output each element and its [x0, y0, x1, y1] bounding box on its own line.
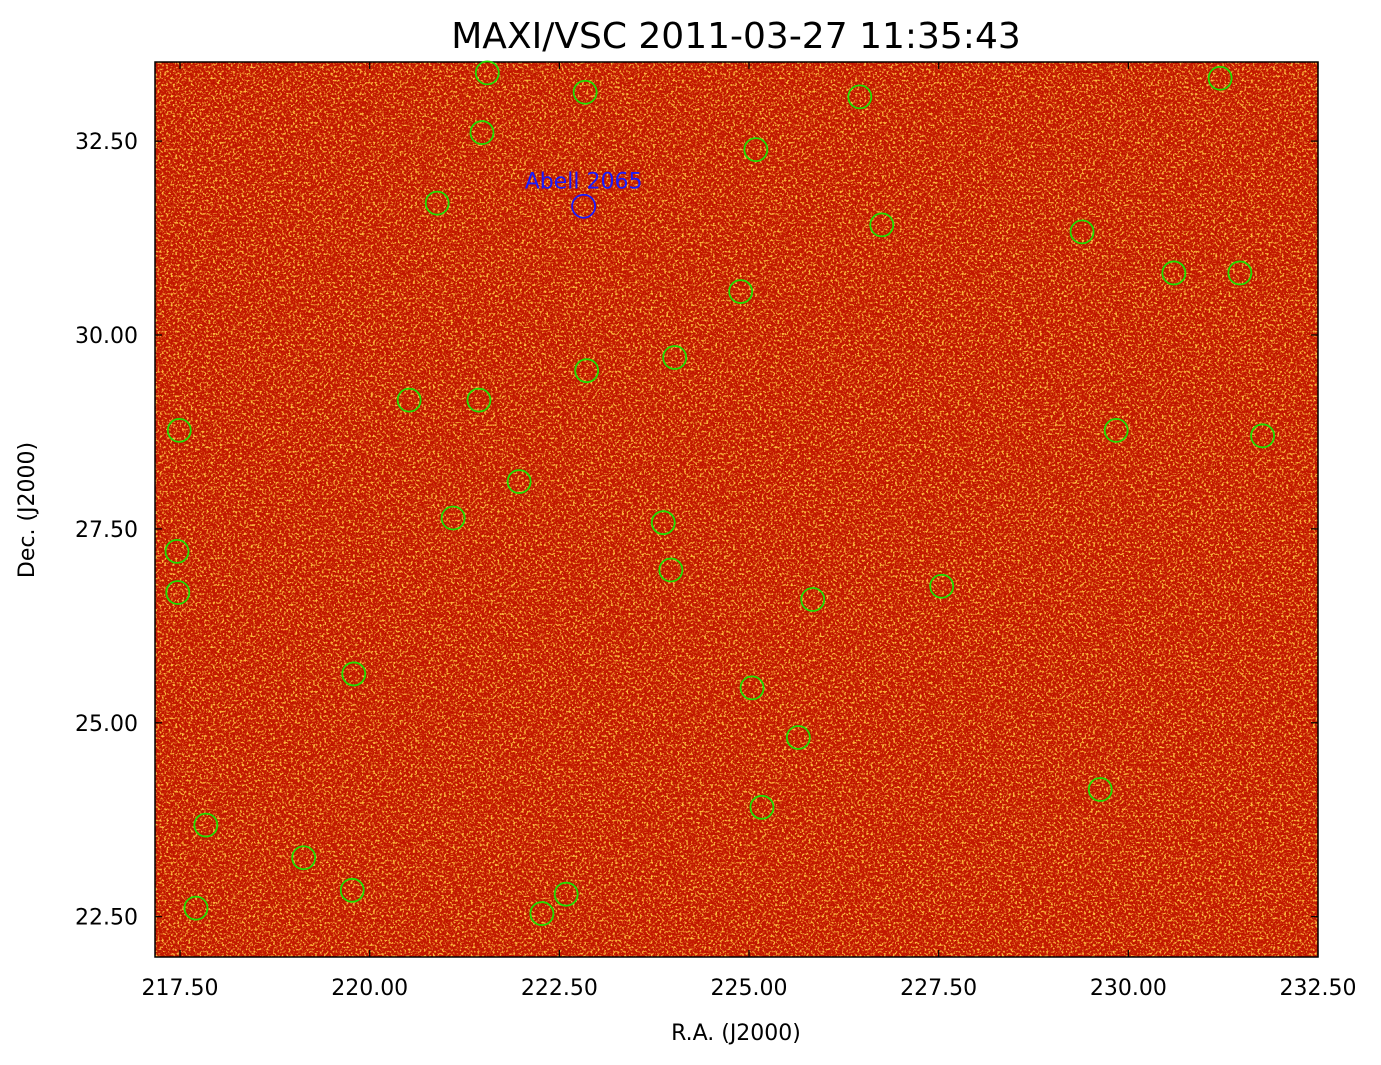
source-circle — [291, 845, 317, 871]
source-circle — [193, 812, 219, 838]
x-tick-label: 222.50 — [521, 976, 598, 1001]
y-tick-label: 25.00 — [75, 712, 138, 737]
y-axis-label: Dec. (J2000) — [15, 442, 40, 578]
source-circle — [650, 510, 676, 536]
x-axis-label: R.A. (J2000) — [671, 1021, 801, 1046]
source-circle — [869, 212, 895, 238]
source-circle — [728, 279, 754, 304]
x-tick-label: 217.50 — [142, 976, 219, 1001]
source-circle — [440, 505, 466, 531]
x-tick-label: 220.00 — [331, 976, 408, 1001]
source-circle — [1069, 219, 1095, 245]
target-label: Abell 2065 — [525, 169, 643, 194]
x-tick-label: 225.00 — [711, 976, 788, 1001]
source-circle — [396, 387, 422, 413]
plot-frame — [154, 61, 1319, 958]
chart-title: MAXI/VSC 2011-03-27 11:35:43 — [451, 16, 1021, 57]
source-circle — [506, 469, 532, 494]
source-circle — [800, 587, 826, 612]
source-circle — [847, 84, 873, 110]
source-circle — [749, 794, 775, 820]
y-tick-label: 32.50 — [75, 130, 138, 155]
y-tick-label: 30.00 — [75, 324, 138, 349]
source-circle — [739, 675, 765, 701]
source-circle — [785, 725, 811, 750]
x-tick-label: 232.50 — [1280, 976, 1357, 1001]
source-circle — [929, 573, 955, 599]
source-circle — [1207, 65, 1233, 91]
source-circle — [1087, 777, 1113, 802]
source-circle — [339, 877, 365, 903]
source-circle — [183, 895, 209, 921]
source-circle — [164, 538, 190, 564]
source-circle — [424, 190, 450, 216]
source-circle — [553, 881, 579, 907]
y-tick-label: 22.50 — [75, 906, 138, 931]
source-circle — [165, 580, 191, 605]
source-circle — [341, 661, 367, 687]
image-background — [155, 62, 1318, 957]
source-circle — [572, 79, 598, 105]
source-circle — [1161, 260, 1187, 286]
x-tick-label: 227.50 — [900, 976, 977, 1001]
source-circle — [574, 358, 600, 384]
source-circle — [658, 557, 684, 583]
source-circle — [1227, 260, 1253, 286]
source-circle — [466, 387, 492, 413]
source-circle — [743, 137, 769, 163]
target-circle — [571, 193, 597, 219]
y-tick-label: 27.50 — [75, 518, 138, 543]
source-circle — [1103, 417, 1129, 443]
source-circle — [529, 901, 555, 926]
source-circle — [1250, 423, 1276, 449]
source-circle — [662, 345, 688, 370]
source-circle — [166, 417, 192, 443]
x-tick-label: 230.00 — [1090, 976, 1167, 1001]
source-circle — [474, 60, 500, 86]
source-circle — [469, 120, 495, 145]
